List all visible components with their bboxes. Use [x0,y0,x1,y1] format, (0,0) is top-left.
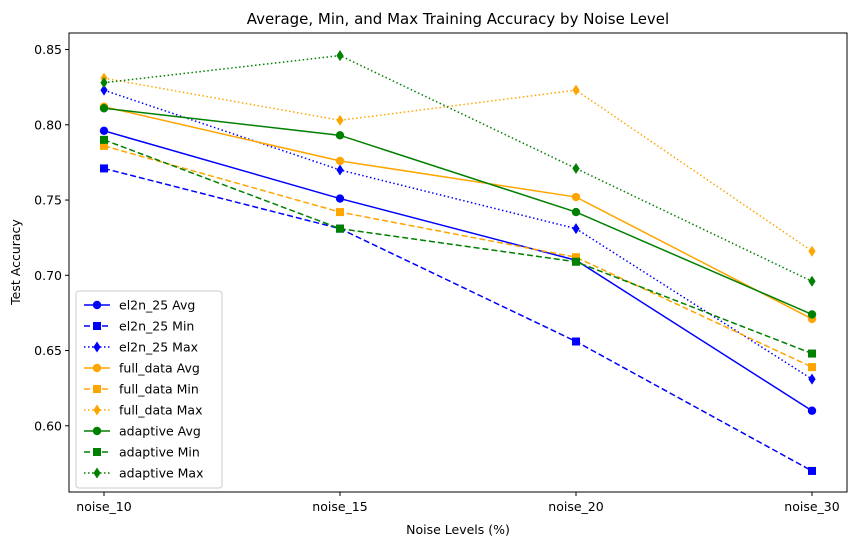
legend-entry: el2n_25 Avg [84,298,195,313]
data-point [336,224,344,233]
series-7 [100,135,816,358]
x-tick-label: noise_15 [312,499,367,514]
data-point [100,135,108,144]
data-point [571,192,581,202]
data-point [807,310,817,319]
series-line [103,145,813,368]
data-point [100,164,108,173]
data-point [572,223,580,235]
data-point [335,156,345,166]
data-point [100,84,108,96]
legend-entry: adaptive Avg [84,424,201,439]
series-line [103,77,813,252]
data-point [336,208,344,217]
data-point [808,466,816,475]
x-tick-label: noise_20 [548,499,603,514]
y-tick-label: 0.80 [34,117,62,132]
x-axis-label: Noise Levels (%) [406,522,510,537]
legend-label: full_data Min [119,382,199,397]
data-point [336,50,344,62]
x-tick-label: noise_30 [784,499,839,514]
series-3 [99,102,817,324]
x-axis: noise_10 noise_15 noise_20 noise_30 [76,492,840,514]
legend-marker [92,300,102,310]
plot-frame [68,32,848,493]
legend-entry: el2n_25 Min [84,319,194,334]
data-point [808,363,816,372]
data-point [335,131,345,140]
y-tick-label: 0.65 [34,343,62,358]
legend-entry: full_data Min [84,382,199,397]
series-line [103,167,813,472]
legend-entry: adaptive Min [84,445,200,460]
legend-entry: adaptive Max [84,466,203,481]
data-point [335,194,345,203]
legend-marker [93,322,101,330]
legend-label: adaptive Max [119,466,203,481]
legend-label: adaptive Avg [119,424,201,439]
data-point [808,349,816,358]
legend-marker [93,404,101,416]
data-point [99,104,109,113]
chart-title: Average, Min, and Max Training Accuracy … [247,10,669,28]
y-tick-label: 0.60 [34,418,62,433]
legend-marker [93,385,101,393]
data-point [100,77,108,89]
data-point [807,406,817,415]
series-2 [100,84,816,385]
y-tick-label: 0.70 [34,268,62,283]
y-axis-label: Test Accuracy [8,219,23,306]
data-point [572,337,580,346]
legend-entry: full_data Avg [84,361,200,376]
y-tick-label: 0.75 [34,193,62,208]
legend-label: el2n_25 Min [119,319,194,334]
plot-area [99,50,817,475]
legend-marker [92,426,102,436]
y-tick-label: 0.85 [34,42,62,57]
data-point [572,162,580,174]
series-line [103,130,813,412]
legend-box [75,290,223,489]
data-point [572,257,580,266]
legend-label: el2n_25 Avg [119,298,195,313]
data-point [336,114,344,126]
series-8 [100,50,816,287]
data-point [808,245,816,257]
series-4 [100,141,816,372]
series-6 [99,104,817,319]
data-point [99,126,109,136]
series-line [103,139,813,355]
data-point [808,373,816,385]
x-tick-label: noise_10 [76,499,131,514]
series-line [103,107,813,316]
data-point [572,84,580,96]
data-point [571,207,581,217]
legend-marker [92,363,102,373]
legend-marker [93,448,101,456]
legend-label: full_data Max [119,403,203,418]
series-line [103,89,813,380]
series-line [103,106,813,320]
legend-entry: el2n_25 Max [84,340,198,355]
legend: el2n_25 Avg el2n_25 Min el2n_25 Max full_da… [75,290,223,489]
legend-entry: full_data Max [84,403,203,418]
y-axis: 0.60 0.65 0.70 0.75 0.80 0.85 [34,42,69,433]
data-point [808,275,816,287]
legend-label: full_data Avg [119,361,200,376]
series-line [103,54,813,282]
legend-label: el2n_25 Max [119,340,198,355]
data-point [336,164,344,176]
legend-marker [93,467,101,479]
data-point [572,253,580,262]
data-point [100,141,108,150]
legend-marker [93,341,101,353]
legend-label: adaptive Min [119,445,200,460]
